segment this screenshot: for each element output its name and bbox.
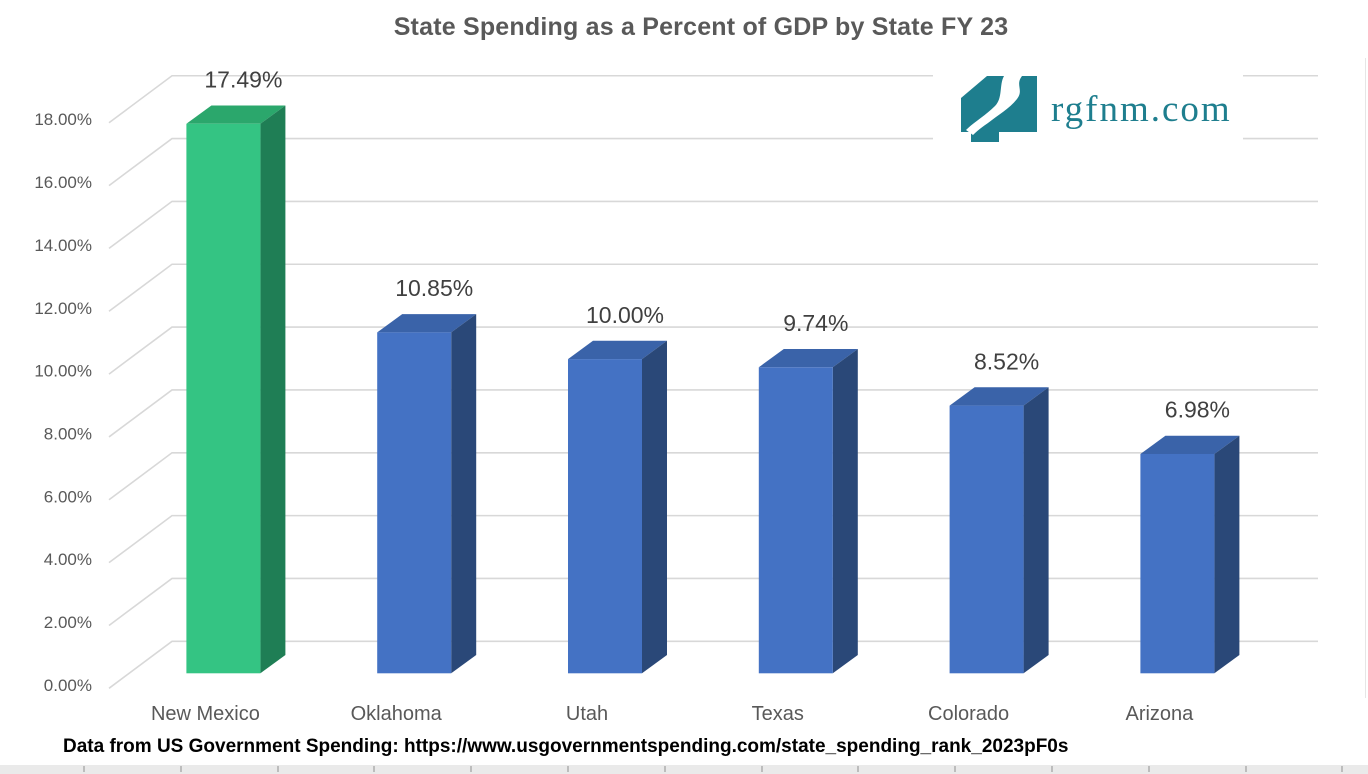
bar-value-label-new-mexico: 17.49%	[204, 66, 282, 92]
gridline	[108, 389, 1318, 438]
bar-arizona-top-face	[1140, 435, 1240, 454]
bar-value-label-utah: 10.00%	[586, 302, 664, 328]
bar-utah-side-face	[642, 340, 667, 674]
column-divider-tick	[1051, 766, 1053, 772]
bar-value-label-texas: 9.74%	[783, 310, 848, 336]
column-divider-tick	[1244, 766, 1247, 772]
bar-arizona	[1140, 453, 1215, 674]
window-edge-divider	[1365, 58, 1366, 698]
bar-colorado	[949, 405, 1024, 674]
gridline	[108, 640, 1318, 689]
bar-new-mexico	[186, 123, 261, 674]
bar-value-label-oklahoma: 10.85%	[395, 275, 473, 301]
column-divider-tick	[470, 766, 473, 772]
bar-texas-side-face	[832, 348, 858, 674]
y-tick-label: 6.00%	[44, 487, 92, 506]
column-divider-tick	[373, 766, 376, 772]
y-tick-label: 4.00%	[44, 550, 92, 569]
chart-title: State Spending as a Percent of GDP by St…	[393, 13, 1009, 41]
column-divider-tick	[83, 766, 85, 772]
column-divider-tick	[1341, 766, 1344, 772]
y-tick-label: 14.00%	[34, 236, 92, 255]
bar-new-mexico-side-face	[260, 105, 286, 674]
bar-utah-top-face	[568, 340, 667, 360]
bar-oklahoma-side-face	[451, 314, 477, 674]
column-divider-tick	[567, 766, 569, 772]
gridline	[108, 263, 1318, 312]
gridline	[108, 451, 1318, 501]
column-divider-tick	[760, 766, 763, 772]
x-category-label-utah: Utah	[566, 703, 608, 725]
bar-value-label-colorado: 8.52%	[974, 348, 1039, 374]
gridline	[108, 514, 1318, 564]
bar-texas-top-face	[758, 348, 858, 368]
column-divider-tick	[276, 766, 279, 772]
x-category-label-colorado: Colorado	[928, 703, 1009, 725]
source-note: Data from US Government Spending: https:…	[63, 736, 1069, 757]
y-tick-label: 2.00%	[44, 613, 92, 632]
column-divider-tick	[179, 766, 182, 772]
y-tick-label: 12.00%	[34, 299, 92, 318]
x-category-label-arizona: Arizona	[1125, 703, 1194, 725]
column-divider-tick	[954, 766, 957, 772]
logo-text: rgfnm.com	[1051, 88, 1232, 130]
column-divider-tick	[1147, 766, 1150, 772]
bar-texas	[758, 367, 833, 674]
gridline	[108, 326, 1318, 375]
bar-new-mexico-top-face	[186, 105, 286, 124]
gridline	[108, 200, 1318, 250]
new-mexico-river-icon	[961, 76, 1037, 142]
gridline	[108, 577, 1318, 627]
bar-oklahoma-top-face	[377, 314, 477, 333]
bar-colorado-side-face	[1023, 387, 1049, 674]
y-tick-label: 18.00%	[34, 110, 92, 129]
column-divider-tick	[857, 766, 860, 772]
y-tick-label: 8.00%	[44, 424, 92, 443]
x-category-label-new-mexico: New Mexico	[151, 703, 260, 725]
bar-oklahoma	[377, 332, 452, 674]
bar-value-label-arizona: 6.98%	[1165, 397, 1230, 423]
spreadsheet-edge-strip	[0, 765, 1368, 774]
y-tick-label: 10.00%	[34, 362, 92, 381]
x-category-label-texas: Texas	[752, 703, 804, 725]
x-category-label-oklahoma: Oklahoma	[351, 703, 443, 725]
column-divider-tick	[663, 766, 666, 772]
bar-utah	[568, 359, 642, 674]
bar-arizona-side-face	[1214, 435, 1240, 674]
y-tick-label: 16.00%	[34, 173, 92, 192]
y-tick-label: 0.00%	[44, 676, 92, 695]
logo: rgfnm.com	[933, 54, 1243, 168]
bar-colorado-top-face	[949, 387, 1049, 406]
